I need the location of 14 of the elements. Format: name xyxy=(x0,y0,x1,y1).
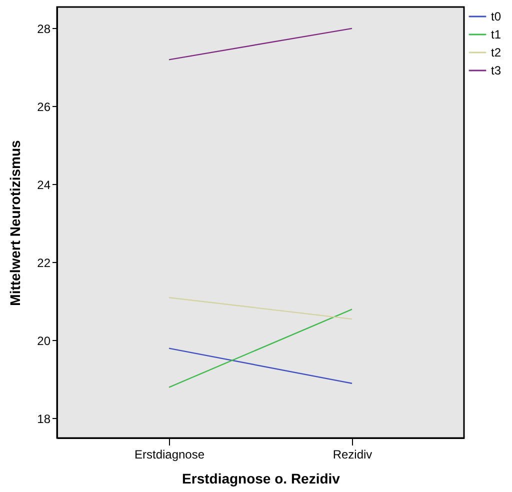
y-tick-label: 18 xyxy=(37,412,51,426)
y-tick-label: 24 xyxy=(37,178,51,192)
y-tick-label: 26 xyxy=(37,100,51,114)
legend-label: t2 xyxy=(491,46,502,60)
y-tick-label: 22 xyxy=(37,256,51,270)
legend-label: t3 xyxy=(491,64,502,78)
x-axis-title: Erstdiagnose o. Rezidiv xyxy=(182,470,340,486)
x-tick-label: Erstdiagnose xyxy=(134,448,205,462)
legend-label: t0 xyxy=(491,10,502,24)
y-axis-title: Mittelwert Neurotizismus xyxy=(7,140,24,306)
y-tick-label: 28 xyxy=(37,22,51,36)
y-tick-label: 20 xyxy=(37,334,51,348)
legend-label: t1 xyxy=(491,28,502,42)
x-tick-label: Rezidiv xyxy=(332,448,372,462)
